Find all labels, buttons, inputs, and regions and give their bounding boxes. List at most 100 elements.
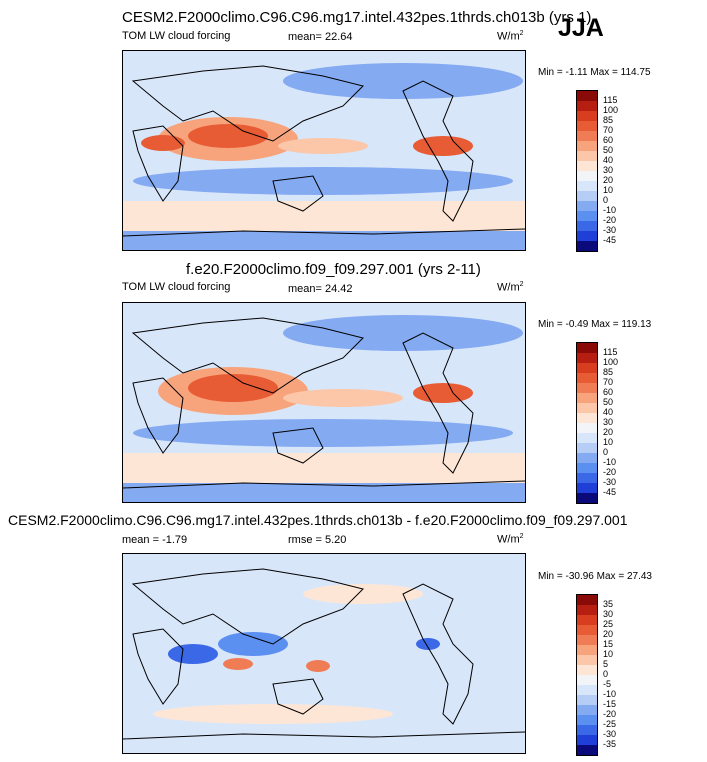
colorbar-tick-label: -20 — [603, 709, 617, 719]
colorbar-swatch — [577, 483, 597, 493]
panel-3-warm-anomaly-south — [153, 704, 393, 724]
colorbar-swatch — [577, 131, 597, 141]
colorbar-swatch — [577, 625, 597, 635]
colorbar-swatch — [577, 655, 597, 665]
panel-3-warm-anomaly-north — [303, 584, 423, 604]
colorbar-tick-label: -45 — [603, 487, 617, 497]
panel-2-min-value: -0.49 — [565, 319, 589, 330]
colorbar-swatch — [577, 725, 597, 735]
panel-3-rmse-label: rmse = — [288, 534, 322, 546]
colorbar-swatch — [577, 191, 597, 201]
colorbar-swatch — [577, 101, 597, 111]
colorbar-tick-label: -15 — [603, 699, 617, 709]
colorbar-swatch — [577, 353, 597, 363]
colorbar-swatch — [577, 695, 597, 705]
colorbar-tick-label: 30 — [603, 165, 614, 175]
panel-3-cold-anomaly-2 — [218, 632, 288, 656]
colorbar-tick-label: 100 — [603, 357, 619, 367]
colorbar-tick-label: -25 — [603, 719, 617, 729]
panel-3-map-svg — [123, 554, 525, 753]
panel-2-map-svg — [123, 303, 525, 502]
panel-2-map — [122, 302, 526, 503]
colorbar-swatch — [577, 403, 597, 413]
panel-3-units: W/m2 — [497, 533, 524, 546]
colorbar-tick-label: 10 — [603, 437, 614, 447]
colorbar-swatch — [577, 595, 597, 605]
panel-2-colorbar — [576, 342, 598, 504]
colorbar-tick-label: -10 — [603, 205, 617, 215]
panel-1-coastline-africa — [132, 125, 184, 202]
panel-2-warm-pool-core — [188, 374, 278, 402]
colorbar-swatch — [577, 211, 597, 221]
colorbar-swatch — [577, 181, 597, 191]
colorbar-swatch — [577, 161, 597, 171]
colorbar-swatch — [577, 735, 597, 745]
panel-3-coastline-africa — [132, 628, 184, 705]
panel-1-americas-core — [413, 136, 473, 156]
colorbar-swatch — [577, 705, 597, 715]
colorbar-tick-label: 100 — [603, 105, 619, 115]
colorbar-tick-label: 40 — [603, 155, 614, 165]
panel-2-mean-value: 24.42 — [325, 283, 353, 295]
colorbar-tick-label: 85 — [603, 367, 614, 377]
colorbar-tick-label: 50 — [603, 397, 614, 407]
colorbar-swatch — [577, 665, 597, 675]
panel-1-indian-ocean — [141, 135, 185, 151]
panel-2-band-south — [123, 453, 525, 483]
colorbar-tick-label: 30 — [603, 417, 614, 427]
panel-3-warm-spot-1 — [223, 658, 253, 670]
panel-3-coastline-americas — [402, 583, 474, 725]
panel-3-cold-anomaly-1 — [168, 644, 218, 664]
colorbar-tick-label: 60 — [603, 387, 614, 397]
colorbar-tick-label: 25 — [603, 619, 614, 629]
panel-2-north-blue — [283, 315, 523, 351]
colorbar-swatch — [577, 111, 597, 121]
colorbar-swatch — [577, 463, 597, 473]
colorbar-tick-label: -10 — [603, 689, 617, 699]
colorbar-tick-label: 40 — [603, 407, 614, 417]
panel-1-coastline-antarctica — [123, 228, 525, 237]
panel-3-coastline-eurasia — [131, 568, 364, 645]
panel-1-subtropic-blue — [133, 167, 513, 195]
colorbar-tick-label: -20 — [603, 467, 617, 477]
colorbar-swatch — [577, 413, 597, 423]
panel-2-coastline-antarctica — [123, 480, 525, 489]
panel-2-title: f.e20.F2000climo.f09_f09.297.001 (yrs 2-… — [186, 261, 481, 278]
panel-1-units: W/m2 — [497, 30, 524, 43]
colorbar-tick-label: 20 — [603, 427, 614, 437]
panel-1-coastline-eurasia — [131, 65, 364, 142]
colorbar-tick-label: -30 — [603, 477, 617, 487]
colorbar-swatch — [577, 151, 597, 161]
colorbar-tick-label: 10 — [603, 185, 614, 195]
panel-1-variable: TOM LW cloud forcing — [122, 30, 231, 42]
panel-3-coastline-antarctica — [123, 731, 525, 740]
colorbar-swatch — [577, 383, 597, 393]
panel-1-max-value: 114.75 — [620, 67, 651, 78]
panel-2-subtropic-blue — [133, 419, 513, 447]
colorbar-tick-label: 115 — [603, 95, 618, 105]
panel-2-coastline-americas — [402, 332, 474, 474]
panel-1-map — [122, 50, 526, 251]
panel-1-map-svg — [123, 51, 525, 250]
panel-1-band-south — [123, 201, 525, 231]
panel-2-itcz — [283, 389, 403, 407]
panel-1-min-value: -1.11 — [565, 67, 588, 78]
panel-2-units: W/m2 — [497, 281, 524, 294]
colorbar-swatch — [577, 373, 597, 383]
colorbar-swatch — [577, 171, 597, 181]
colorbar-swatch — [577, 343, 597, 353]
colorbar-tick-label: 20 — [603, 175, 614, 185]
colorbar-swatch — [577, 141, 597, 151]
panel-1-north-blue — [283, 63, 523, 99]
panel-2-coastline-eurasia — [131, 317, 364, 394]
colorbar-swatch — [577, 201, 597, 211]
colorbar-tick-label: -20 — [603, 215, 617, 225]
colorbar-tick-label: 0 — [603, 669, 609, 679]
panel-1-coastline-australia — [272, 175, 324, 212]
colorbar-tick-label: -10 — [603, 457, 617, 467]
panel-3-map — [122, 553, 526, 754]
colorbar-swatch — [577, 685, 597, 695]
panel-1-band-polar — [123, 231, 525, 250]
panel-3-colorbar — [576, 594, 598, 756]
colorbar-swatch — [577, 231, 597, 241]
